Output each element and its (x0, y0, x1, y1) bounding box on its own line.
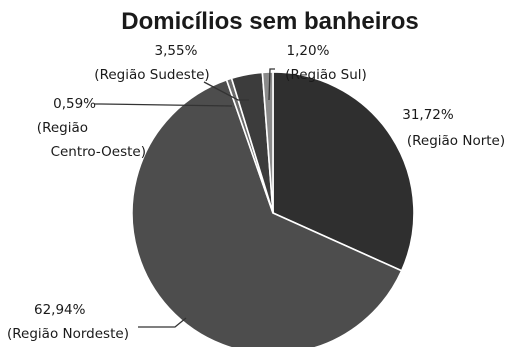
slice-label-centro-oeste-region-line1: (Região (37, 120, 88, 136)
slice-label-sudeste-percent: 3,55% (155, 43, 198, 59)
chart-title: Domicílios sem banheiros (121, 8, 418, 35)
slice-nordeste (131, 78, 403, 347)
slice-label-centro-oeste-region-line2: Centro-Oeste) (51, 144, 146, 160)
slice-sul (261, 71, 274, 214)
slice-label-sul-region: (Região Sul) (285, 67, 367, 83)
pie-slices (131, 71, 415, 347)
leader-sudeste (203, 81, 249, 101)
leader-sul (268, 68, 275, 101)
slice-label-norte-percent: 31,72% (402, 107, 454, 123)
slice-label-centro-oeste-percent: 0,59% (53, 96, 96, 112)
leader-nordeste (138, 317, 187, 328)
leader-centro-oeste (94, 103, 233, 107)
slice-label-nordeste-percent: 62,94% (34, 302, 86, 318)
slice-norte (272, 71, 415, 272)
slice-label-nordeste-region: (Região Nordeste) (7, 326, 129, 342)
label-leader-lines (94, 68, 275, 328)
slice-label-sul-percent: 1,20% (287, 43, 330, 59)
slice-label-norte-region: (Região Norte) (407, 133, 505, 149)
slice-label-sudeste-region: (Região Sudeste) (94, 67, 209, 83)
